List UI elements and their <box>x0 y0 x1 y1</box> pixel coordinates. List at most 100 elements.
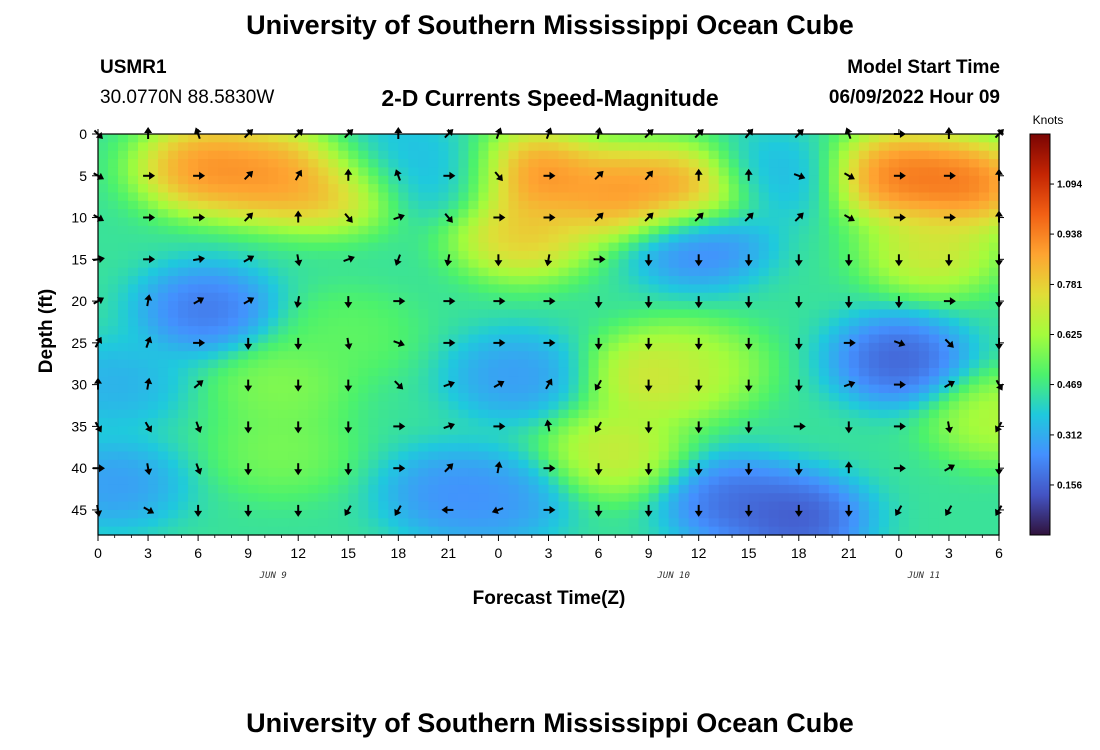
heatmap-cell <box>878 242 890 252</box>
heatmap-cell <box>138 209 149 219</box>
heatmap-cell <box>278 234 289 244</box>
heatmap-cell <box>448 334 459 344</box>
heatmap-cell <box>798 301 810 311</box>
current-arrow <box>294 337 303 350</box>
heatmap-cell <box>118 225 129 235</box>
heatmap-cell <box>148 192 159 202</box>
heatmap-cell <box>648 234 660 244</box>
heatmap-cell <box>708 392 720 402</box>
heatmap-cell <box>578 501 590 511</box>
heatmap-cell <box>338 376 349 386</box>
heatmap-cell <box>228 217 239 227</box>
current-arrow <box>494 171 503 182</box>
heatmap-cell <box>908 376 920 386</box>
heatmap-cell <box>478 443 490 453</box>
heatmap-cell <box>338 317 349 327</box>
heatmap-cell <box>828 150 840 160</box>
heatmap-cell <box>838 134 850 143</box>
heatmap-cell <box>108 334 119 344</box>
heatmap-cell <box>498 267 510 277</box>
heatmap-cell <box>308 418 319 427</box>
heatmap-cell <box>458 284 470 294</box>
heatmap-cell <box>198 376 209 386</box>
heatmap-cell <box>718 250 730 260</box>
heatmap-cell <box>798 426 810 436</box>
heatmap-cell <box>568 159 580 169</box>
heatmap-cell <box>978 142 990 152</box>
heatmap-cell <box>488 209 500 219</box>
heatmap-cell <box>828 334 840 344</box>
heatmap-cell <box>608 401 620 411</box>
heatmap-cell <box>418 150 429 160</box>
heatmap-cell <box>238 159 249 169</box>
heatmap-cell <box>238 134 249 143</box>
heatmap-cell <box>688 418 700 427</box>
heatmap-cell <box>108 184 119 194</box>
heatmap-cell <box>558 518 570 528</box>
heatmap-cell <box>768 426 780 436</box>
heatmap-cell <box>388 359 399 369</box>
heatmap-cell <box>228 309 239 319</box>
heatmap-cell <box>428 418 439 427</box>
heatmap-cell <box>728 209 740 219</box>
heatmap-cell <box>768 509 780 519</box>
heatmap-cell <box>688 276 700 285</box>
heatmap-cell <box>358 392 369 402</box>
heatmap-cell <box>788 242 800 252</box>
heatmap-cell <box>828 476 840 486</box>
current-arrow <box>344 463 353 476</box>
heatmap-cell <box>528 509 540 519</box>
heatmap-cell <box>158 509 169 519</box>
heatmap-cell <box>388 351 399 361</box>
heatmap-cell <box>678 167 690 177</box>
heatmap-cell <box>458 150 470 160</box>
heatmap-cell <box>168 192 179 202</box>
heatmap-cell <box>698 250 710 260</box>
current-arrow <box>443 171 456 180</box>
heatmap-cell <box>578 359 590 369</box>
heatmap-cell <box>458 334 470 344</box>
heatmap-cell <box>538 301 550 311</box>
heatmap-cell <box>218 192 229 202</box>
heatmap-cell <box>978 301 990 311</box>
heatmap-cell <box>518 284 530 294</box>
heatmap-cell <box>298 234 309 244</box>
heatmap-cell <box>308 326 319 336</box>
heatmap-cell <box>818 200 830 210</box>
heatmap-cell <box>408 359 419 369</box>
heatmap-cell <box>748 334 760 344</box>
heatmap-cell <box>458 401 470 411</box>
heatmap-cell <box>868 242 880 252</box>
heatmap-cell <box>758 250 770 260</box>
heatmap-cell <box>178 409 189 419</box>
heatmap-cell <box>758 526 770 536</box>
heatmap-cell <box>568 418 580 427</box>
heatmap-cell <box>488 250 500 260</box>
heatmap-cell <box>438 292 449 302</box>
heatmap-cell <box>428 376 439 386</box>
heatmap-cell <box>548 351 560 361</box>
heatmap-cell <box>138 476 149 486</box>
heatmap-cell <box>178 384 189 394</box>
heatmap-cell <box>378 225 389 235</box>
heatmap-cell <box>978 242 990 252</box>
heatmap-cell <box>828 209 840 219</box>
heatmap-cell <box>518 326 530 336</box>
heatmap-cell <box>508 284 520 294</box>
heatmap-cell <box>358 317 369 327</box>
heatmap-cell <box>438 200 449 210</box>
heatmap-cell <box>318 259 329 269</box>
heatmap-cell <box>528 150 540 160</box>
heatmap-cell <box>498 384 510 394</box>
heatmap-cell <box>778 150 790 160</box>
heatmap-cell <box>128 451 139 461</box>
heatmap-cell <box>368 526 379 536</box>
heatmap-cell <box>868 509 880 519</box>
heatmap-cell <box>228 225 239 235</box>
heatmap-cell <box>488 342 500 352</box>
heatmap-cell <box>838 459 850 469</box>
heatmap-cell <box>618 451 630 461</box>
heatmap-cell <box>478 184 490 194</box>
heatmap-cell <box>298 317 309 327</box>
heatmap-cell <box>268 518 279 528</box>
